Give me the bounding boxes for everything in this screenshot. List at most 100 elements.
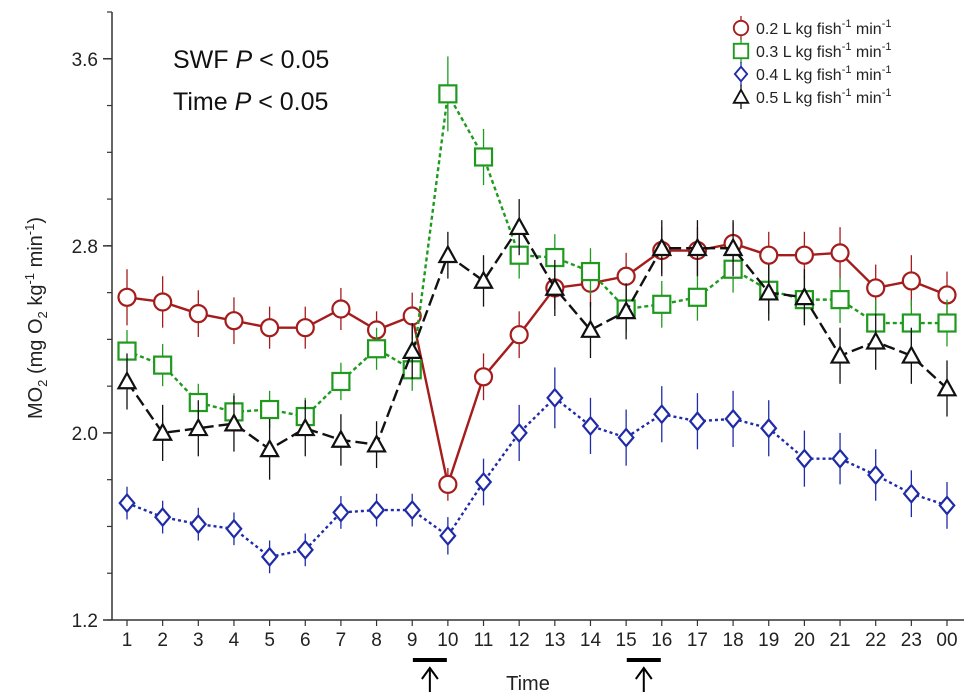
circle-marker xyxy=(732,19,750,37)
x-tick-label: 6 xyxy=(300,630,311,651)
diamond-marker xyxy=(831,448,849,469)
diamond-marker xyxy=(189,513,207,535)
diamond-marker xyxy=(733,65,749,83)
triangle-marker xyxy=(223,412,245,432)
square-marker xyxy=(652,294,672,314)
legend-label: 0.5 L kg fish-1 min-1 xyxy=(756,87,891,107)
y-tick-label: 2.0 xyxy=(72,424,98,445)
x-tick-label: 23 xyxy=(901,630,922,651)
circle-marker xyxy=(188,304,208,324)
triangle-marker xyxy=(473,270,494,289)
circle-marker xyxy=(295,318,315,338)
x-tick-label: 5 xyxy=(264,630,275,651)
diamond-marker xyxy=(546,387,564,409)
circle-marker xyxy=(224,311,244,331)
triangle-marker xyxy=(580,319,601,338)
triangle-marker xyxy=(187,417,209,437)
circle-marker xyxy=(866,278,886,298)
square-marker xyxy=(331,371,351,392)
y-tick-label: 1.2 xyxy=(72,611,98,632)
circle-marker xyxy=(153,292,173,312)
x-tick-label: 16 xyxy=(651,630,672,651)
diamond-marker xyxy=(653,404,671,425)
diamond-marker xyxy=(617,427,635,448)
triangle-marker xyxy=(758,281,780,301)
diamond-marker xyxy=(938,495,956,516)
x-tick-label: 12 xyxy=(509,630,530,651)
diamond-marker xyxy=(296,539,314,561)
series-4 xyxy=(116,199,958,480)
circle-marker xyxy=(117,287,137,307)
series-layer xyxy=(116,56,958,574)
triangle-marker xyxy=(330,429,352,448)
diamond-marker xyxy=(581,415,600,437)
x-tick-label: 21 xyxy=(829,630,850,651)
square-marker xyxy=(366,339,387,359)
triangle-marker xyxy=(116,370,138,390)
triangle-marker xyxy=(651,237,673,257)
x-tick-label: 00 xyxy=(936,630,957,651)
square-marker xyxy=(438,84,458,104)
x-tick-label: 18 xyxy=(723,630,744,651)
legend-item-2: 0.3 L kg fish-1 min-1 xyxy=(732,39,891,63)
legend-item-3: 0.4 L kg fish-1 min-1 xyxy=(733,62,891,86)
triangle-marker xyxy=(401,340,423,359)
x-tick-label: 15 xyxy=(616,630,637,651)
triangle-marker xyxy=(544,277,566,296)
diamond-marker xyxy=(439,525,457,547)
x-tick-label: 13 xyxy=(544,630,565,651)
diamond-marker xyxy=(724,408,742,430)
diamond-marker xyxy=(688,411,707,432)
triangle-marker xyxy=(259,438,280,458)
x-tick-label: 10 xyxy=(437,630,458,651)
y-axis-title: MO2 (mg O2 kg-1 min-1) xyxy=(22,217,50,419)
diamond-marker xyxy=(902,483,921,504)
circle-marker xyxy=(331,299,351,319)
triangle-marker xyxy=(829,344,851,364)
series-line xyxy=(126,224,948,451)
x-tick-label: 3 xyxy=(193,630,204,651)
triangle-marker xyxy=(732,87,750,104)
triangle-marker xyxy=(722,237,744,257)
arrow-head-icon xyxy=(421,666,439,680)
square-marker xyxy=(473,147,494,167)
x-tick-label: 7 xyxy=(336,630,347,651)
series-3 xyxy=(118,367,956,574)
triangle-marker xyxy=(794,286,815,306)
circle-marker xyxy=(794,245,814,265)
triangle-marker xyxy=(508,216,530,236)
triangle-marker xyxy=(865,330,887,350)
triangle-marker xyxy=(687,237,708,257)
circle-marker xyxy=(260,318,280,338)
annotation-time: Time P < 0.05 xyxy=(173,88,328,116)
diamond-marker xyxy=(332,502,350,523)
feeding-marker xyxy=(412,658,447,692)
square-marker xyxy=(732,42,750,60)
x-tick-label: 20 xyxy=(794,630,815,651)
circle-marker xyxy=(509,325,529,345)
square-marker xyxy=(937,313,957,333)
x-tick-label: 4 xyxy=(229,630,240,651)
y-tick-label: 2.8 xyxy=(72,237,98,258)
x-tick-label: 11 xyxy=(474,630,494,651)
square-marker xyxy=(260,399,280,420)
series-line xyxy=(126,396,948,559)
x-tick-label: 1 xyxy=(122,630,133,651)
legend-item-1: 0.2 L kg fish-1 min-1 xyxy=(732,16,891,40)
series-line xyxy=(126,242,948,489)
square-marker xyxy=(830,290,850,310)
legend-label: 0.2 L kg fish-1 min-1 xyxy=(756,18,891,38)
x-tick-label: 17 xyxy=(687,630,708,651)
triangle-marker xyxy=(936,377,958,397)
x-tick-label: 19 xyxy=(758,630,779,651)
legend-label: 0.4 L kg fish-1 min-1 xyxy=(756,64,891,84)
square-marker xyxy=(687,287,708,307)
x-tick-label: 8 xyxy=(371,630,382,651)
x-axis-title: Time xyxy=(506,673,550,695)
x-tick-label: 22 xyxy=(865,630,886,651)
diamond-marker xyxy=(153,506,172,528)
circle-marker xyxy=(438,474,458,494)
diamond-marker xyxy=(403,499,421,521)
x-tick-label: 9 xyxy=(407,630,418,651)
circle-marker xyxy=(901,271,921,291)
